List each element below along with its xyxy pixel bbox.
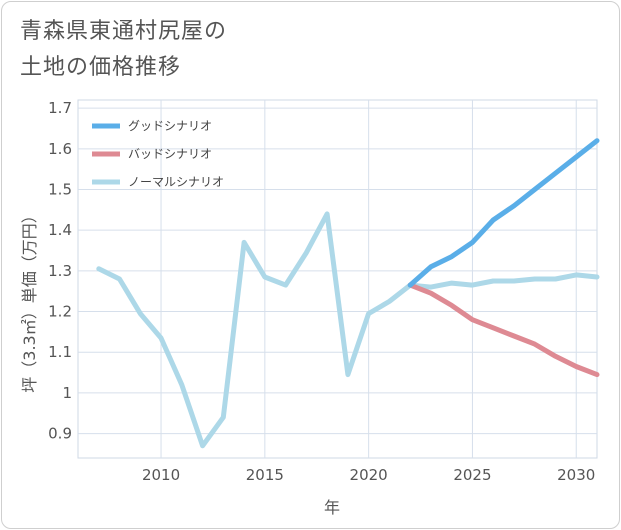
series-lines <box>96 138 600 449</box>
y-tick-label: 1.6 <box>48 140 72 158</box>
legend-label: グッドシナリオ <box>128 119 212 133</box>
y-tick-label: 1.1 <box>48 343 72 361</box>
chart-title: 青森県東通村尻屋の 土地の価格推移 <box>20 19 228 80</box>
x-axis-label: 年 <box>324 498 340 517</box>
x-tick-label: 2025 <box>453 466 491 484</box>
y-tick-label: 1 <box>62 384 72 402</box>
series-line-2 <box>407 282 600 378</box>
x-tick-label: 2010 <box>142 466 180 484</box>
y-tick-label: 1.3 <box>48 262 72 280</box>
y-tick-label: 1.4 <box>48 221 72 239</box>
series-line-1 <box>407 138 600 288</box>
y-tick-label: 1.2 <box>48 303 72 321</box>
x-tick-label: 2020 <box>350 466 388 484</box>
y-axis-label: 坪（3.3㎡）単価（万円） <box>20 207 39 392</box>
y-tick-label: 1.7 <box>48 99 72 117</box>
y-axis-ticks: 0.9 1 1.1 1.2 1.3 1.4 1.5 1.6 1.7 <box>48 99 72 442</box>
legend-label: バッドシナリオ <box>128 147 212 161</box>
x-axis-ticks: 2010 2015 2020 2025 2030 <box>142 466 595 484</box>
x-tick-label: 2015 <box>246 466 284 484</box>
legend-label: ノーマルシナリオ <box>128 175 224 189</box>
x-tick-label: 2030 <box>557 466 595 484</box>
y-tick-label: 1.5 <box>48 181 72 199</box>
series-line-3 <box>96 211 600 449</box>
y-tick-label: 0.9 <box>48 425 72 443</box>
